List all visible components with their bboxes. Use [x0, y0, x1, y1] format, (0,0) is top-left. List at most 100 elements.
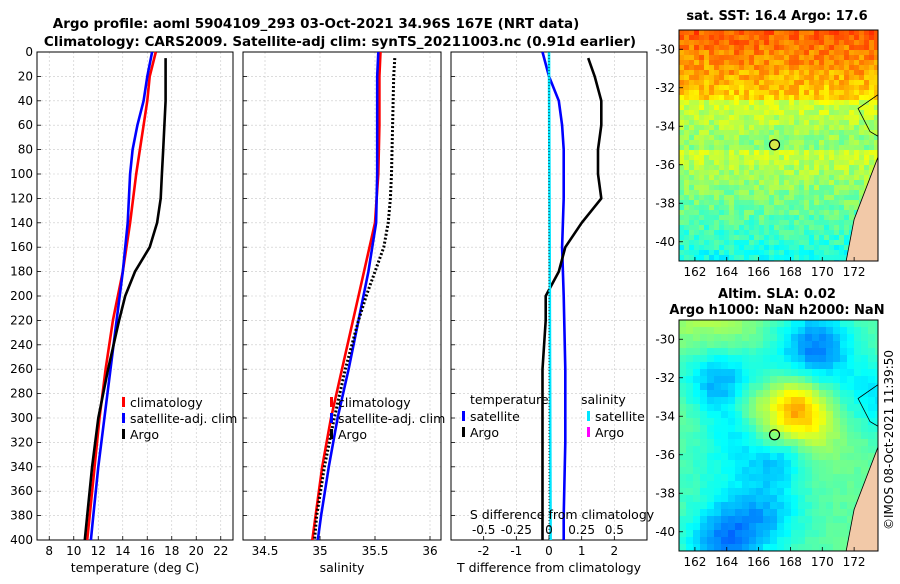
- map-y-tick-label: -40: [655, 525, 675, 539]
- map-cell: [742, 404, 750, 412]
- map-cell: [719, 160, 725, 166]
- map-cell: [814, 135, 820, 141]
- map-cell: [854, 383, 862, 391]
- map-cell: [784, 334, 792, 342]
- map-cell: [839, 180, 845, 186]
- map-cell: [707, 495, 715, 503]
- map-cell: [864, 30, 870, 36]
- map-cell: [749, 250, 755, 256]
- map-cell: [869, 110, 875, 116]
- map-cell: [739, 165, 745, 171]
- map-cell: [874, 65, 879, 71]
- map-cell: [704, 160, 710, 166]
- map-cell: [734, 230, 740, 236]
- map-cell: [779, 80, 785, 86]
- map-cell: [840, 432, 848, 440]
- map-cell: [789, 135, 795, 141]
- map-cell: [759, 55, 765, 61]
- map-cell: [729, 115, 735, 121]
- map-cell: [847, 334, 855, 342]
- map-cell: [789, 60, 795, 66]
- map-cell: [859, 95, 865, 101]
- map-cell: [724, 165, 730, 171]
- map-cell: [684, 55, 690, 61]
- y-tick-label: 240: [10, 338, 33, 352]
- map-cell: [779, 140, 785, 146]
- map-cell: [840, 460, 848, 468]
- map-cell: [874, 85, 879, 91]
- map-cell: [707, 467, 715, 475]
- map-cell: [709, 125, 715, 131]
- map-cell: [834, 80, 840, 86]
- map-cell: [779, 30, 785, 36]
- map-cell: [759, 50, 765, 56]
- map-cell: [679, 460, 687, 468]
- map-cell: [744, 235, 750, 241]
- map-cell: [764, 250, 770, 256]
- map-cell: [824, 175, 830, 181]
- y-tick-label: 0: [25, 45, 33, 59]
- map-cell: [679, 481, 687, 489]
- map-cell: [709, 255, 715, 261]
- map-cell: [749, 190, 755, 196]
- map-cell: [840, 341, 848, 349]
- map-cell: [840, 327, 848, 335]
- map-cell: [699, 40, 705, 46]
- map-cell: [754, 95, 760, 101]
- map-cell: [824, 45, 830, 51]
- map-cell: [719, 190, 725, 196]
- map-cell: [744, 140, 750, 146]
- map-cell: [742, 327, 750, 335]
- map-cell: [840, 439, 848, 447]
- map-cell: [804, 130, 810, 136]
- x-tick-label: 35.5: [362, 544, 389, 558]
- map-cell: [707, 362, 715, 370]
- map-cell: [769, 190, 775, 196]
- legend-swatch: [462, 427, 465, 437]
- map-cell: [714, 135, 720, 141]
- map-cell: [791, 425, 799, 433]
- map-cell: [689, 180, 695, 186]
- map-cell: [721, 334, 729, 342]
- legend-title-temperature: temperature: [470, 392, 549, 407]
- map-cell: [700, 369, 708, 377]
- map-cell: [833, 509, 841, 517]
- map-cell: [804, 220, 810, 226]
- legend-label: satellite: [595, 409, 645, 424]
- map-cell: [769, 185, 775, 191]
- map-cell: [847, 390, 855, 398]
- map-cell: [739, 180, 745, 186]
- map-cell: [769, 180, 775, 186]
- map-cell: [791, 453, 799, 461]
- map-cell: [789, 165, 795, 171]
- map-cell: [854, 404, 862, 412]
- map-cell: [679, 110, 685, 116]
- map-cell: [812, 327, 820, 335]
- map-cell: [749, 235, 755, 241]
- map-cell: [861, 355, 869, 363]
- map-cell: [729, 195, 735, 201]
- map-cell: [833, 425, 841, 433]
- map-cell: [812, 404, 820, 412]
- map-cell: [756, 467, 764, 475]
- map-cell: [804, 170, 810, 176]
- map-cell: [759, 115, 765, 121]
- map-cell: [704, 55, 710, 61]
- map-cell: [833, 467, 841, 475]
- map-cell: [728, 530, 736, 538]
- map-cell: [749, 125, 755, 131]
- map-cell: [839, 255, 845, 261]
- map-cell: [689, 165, 695, 171]
- map-cell: [739, 145, 745, 151]
- map-cell: [849, 200, 855, 206]
- map-cell: [728, 383, 736, 391]
- map-cell: [769, 255, 775, 261]
- map-cell: [809, 85, 815, 91]
- map-cell: [799, 175, 805, 181]
- map-cell: [864, 75, 870, 81]
- map-cell: [749, 90, 755, 96]
- map-cell: [689, 175, 695, 181]
- map-cell: [779, 110, 785, 116]
- map-cell: [834, 145, 840, 151]
- map-cell: [724, 115, 730, 121]
